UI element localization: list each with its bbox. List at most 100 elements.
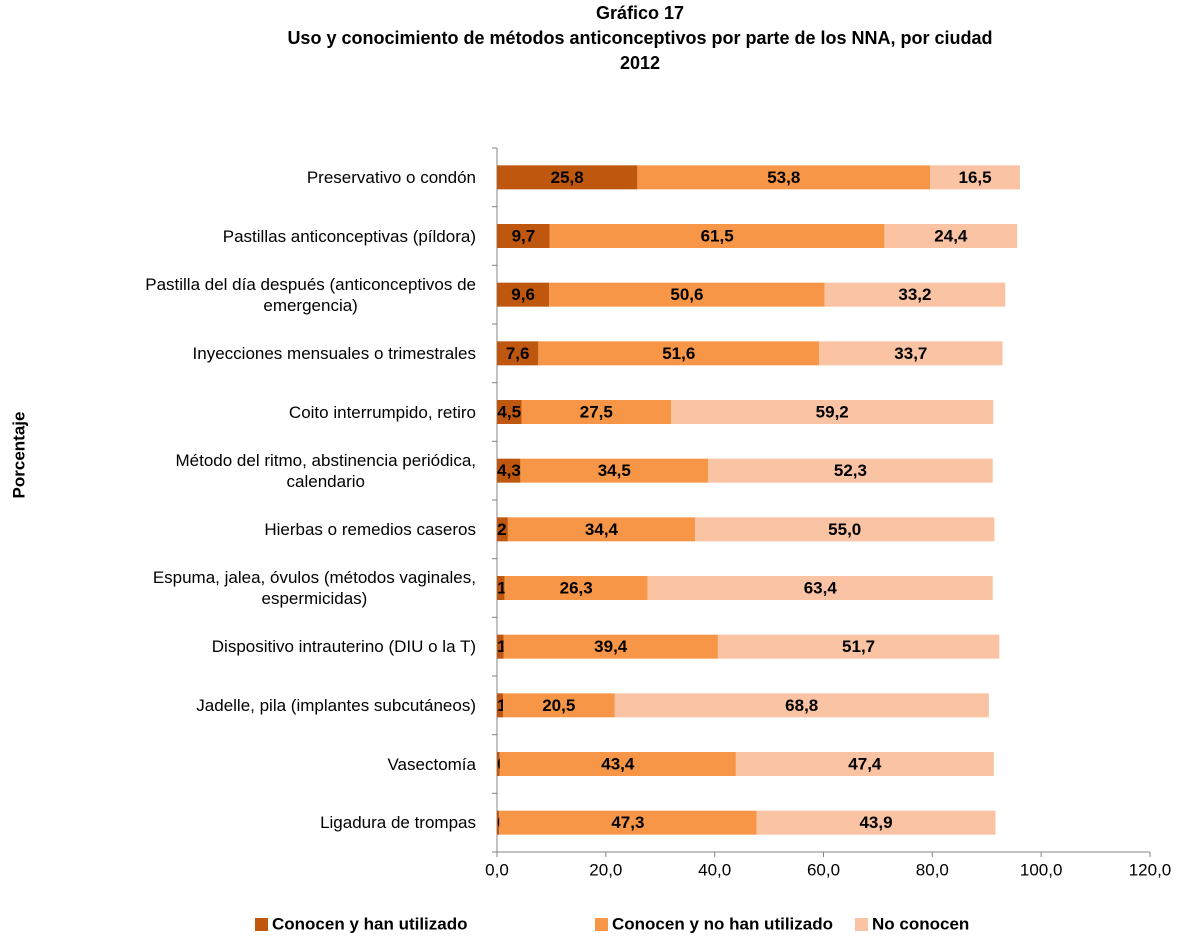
value-label: 33,7 bbox=[894, 344, 927, 363]
legend-swatch bbox=[255, 918, 268, 931]
value-label: 39,4 bbox=[594, 637, 628, 656]
chart-title: 2012 bbox=[620, 53, 660, 73]
category-label: Pastillas anticonceptivas (píldora) bbox=[6, 211, 476, 261]
bar-segment bbox=[819, 341, 1003, 366]
value-label: 59,2 bbox=[816, 402, 849, 421]
bar-segment bbox=[695, 517, 995, 542]
bar-segment bbox=[521, 400, 672, 424]
value-label: 61,5 bbox=[701, 226, 734, 245]
bar-segment bbox=[614, 693, 989, 718]
bar-segment bbox=[671, 400, 994, 424]
bar-segment bbox=[637, 165, 931, 190]
value-label: 43,9 bbox=[859, 813, 892, 832]
category-text: Preservativo o condón bbox=[306, 167, 476, 187]
value-label: 33,2 bbox=[898, 285, 931, 304]
value-label: 34,5 bbox=[598, 461, 631, 480]
chart-title: Uso y conocimiento de métodos anticoncep… bbox=[287, 28, 992, 48]
x-tick-label: 80,0 bbox=[916, 860, 949, 879]
category-label: Dispositivo intrauterino (DIU o la T) bbox=[6, 622, 476, 672]
bar-segment bbox=[549, 282, 825, 307]
category-text: Vasectomía bbox=[387, 754, 476, 774]
value-label: 68,8 bbox=[785, 696, 818, 715]
value-label: 47,3 bbox=[611, 813, 644, 832]
bar-segment bbox=[884, 224, 1018, 248]
category-label: Preservativo o condón bbox=[6, 152, 476, 202]
bar-segment bbox=[520, 458, 709, 483]
value-label: 51,7 bbox=[842, 637, 875, 656]
category-text: Pastillas anticonceptivas (píldora) bbox=[222, 226, 476, 246]
bar-segment bbox=[507, 517, 696, 542]
bar-segment bbox=[497, 165, 638, 190]
category-text: Ligadura de trompas bbox=[320, 813, 476, 833]
legend-label: Conocen y han utilizado bbox=[272, 914, 468, 933]
bar-segment bbox=[502, 693, 615, 718]
legend-label: Conocen y no han utilizado bbox=[612, 914, 833, 933]
value-label: 27,5 bbox=[580, 402, 613, 421]
bar-segment bbox=[497, 693, 503, 718]
value-label: 24,4 bbox=[934, 226, 968, 245]
category-text: Espuma, jalea, óvulos (métodos vaginales… bbox=[152, 568, 476, 608]
value-label: 53,8 bbox=[767, 168, 800, 187]
category-label: Jadelle, pila (implantes subcutáneos) bbox=[6, 680, 476, 730]
legend-label: No conocen bbox=[872, 914, 969, 933]
chart-title: Gráfico 17 bbox=[596, 3, 684, 23]
value-label: 26,3 bbox=[560, 578, 593, 597]
category-label: Inyecciones mensuales o trimestrales bbox=[6, 328, 476, 378]
value-label: 50,6 bbox=[670, 285, 703, 304]
category-text: Método del ritmo, abstinencia periódica,… bbox=[175, 450, 477, 491]
category-label: Pastilla del día después (anticonceptivo… bbox=[6, 270, 476, 320]
value-label: 25,8 bbox=[551, 168, 584, 187]
category-text: Pastilla del día después (anticonceptivo… bbox=[145, 274, 476, 315]
x-tick-label: 40,0 bbox=[698, 860, 731, 879]
x-tick-label: 120,0 bbox=[1129, 860, 1172, 879]
bar-segment bbox=[930, 165, 1020, 190]
bar-segment bbox=[497, 458, 521, 483]
value-label: 51,6 bbox=[662, 344, 695, 363]
legend-swatch bbox=[855, 918, 868, 931]
y-axis-label: Porcentaje bbox=[9, 412, 28, 499]
bar-segment bbox=[717, 634, 1000, 659]
value-label: 55,0 bbox=[828, 520, 861, 539]
bar-segment bbox=[497, 810, 500, 835]
category-text: Jadelle, pila (implantes subcutáneos) bbox=[196, 695, 476, 715]
bar-segment bbox=[504, 576, 648, 600]
value-label: 52,3 bbox=[834, 461, 867, 480]
category-text: Coito interrumpido, retiro bbox=[288, 402, 476, 422]
bar-segment bbox=[497, 282, 550, 307]
category-label: Espuma, jalea, óvulos (métodos vaginales… bbox=[6, 563, 476, 613]
bar-segment bbox=[499, 810, 757, 835]
x-tick-label: 60,0 bbox=[807, 860, 840, 879]
value-label: 4,3 bbox=[497, 461, 521, 480]
bar-segment bbox=[497, 224, 550, 248]
bar-segment bbox=[756, 810, 996, 835]
value-label: 9,6 bbox=[511, 285, 535, 304]
value-label: 47,4 bbox=[848, 754, 882, 773]
category-text: Hierbas o remedios caseros bbox=[264, 519, 476, 539]
x-tick-label: 20,0 bbox=[589, 860, 622, 879]
value-label: 16,5 bbox=[959, 168, 992, 187]
bar-segment bbox=[497, 341, 539, 366]
bar-segment bbox=[824, 282, 1006, 307]
value-label: 4,5 bbox=[497, 402, 521, 421]
category-label: Hierbas o remedios caseros bbox=[6, 504, 476, 554]
category-label: Ligadura de trompas bbox=[6, 798, 476, 848]
bar-segment bbox=[497, 634, 504, 659]
category-text: Dispositivo intrauterino (DIU o la T) bbox=[211, 637, 476, 657]
legend-swatch bbox=[595, 918, 608, 931]
value-label: 63,4 bbox=[804, 578, 838, 597]
bar-segment bbox=[503, 634, 718, 659]
bar-segment bbox=[647, 576, 993, 600]
value-label: 9,7 bbox=[512, 226, 536, 245]
bar-segment bbox=[708, 458, 993, 483]
x-tick-label: 0,0 bbox=[485, 860, 509, 879]
value-label: 34,4 bbox=[585, 520, 619, 539]
category-label: Coito interrumpido, retiro bbox=[6, 387, 476, 437]
value-label: 7,6 bbox=[506, 344, 530, 363]
value-label: 20,5 bbox=[542, 696, 575, 715]
bar-segment bbox=[497, 752, 500, 776]
x-tick-label: 100,0 bbox=[1020, 860, 1063, 879]
value-label: 43,4 bbox=[601, 754, 635, 773]
category-label: Vasectomía bbox=[6, 739, 476, 789]
